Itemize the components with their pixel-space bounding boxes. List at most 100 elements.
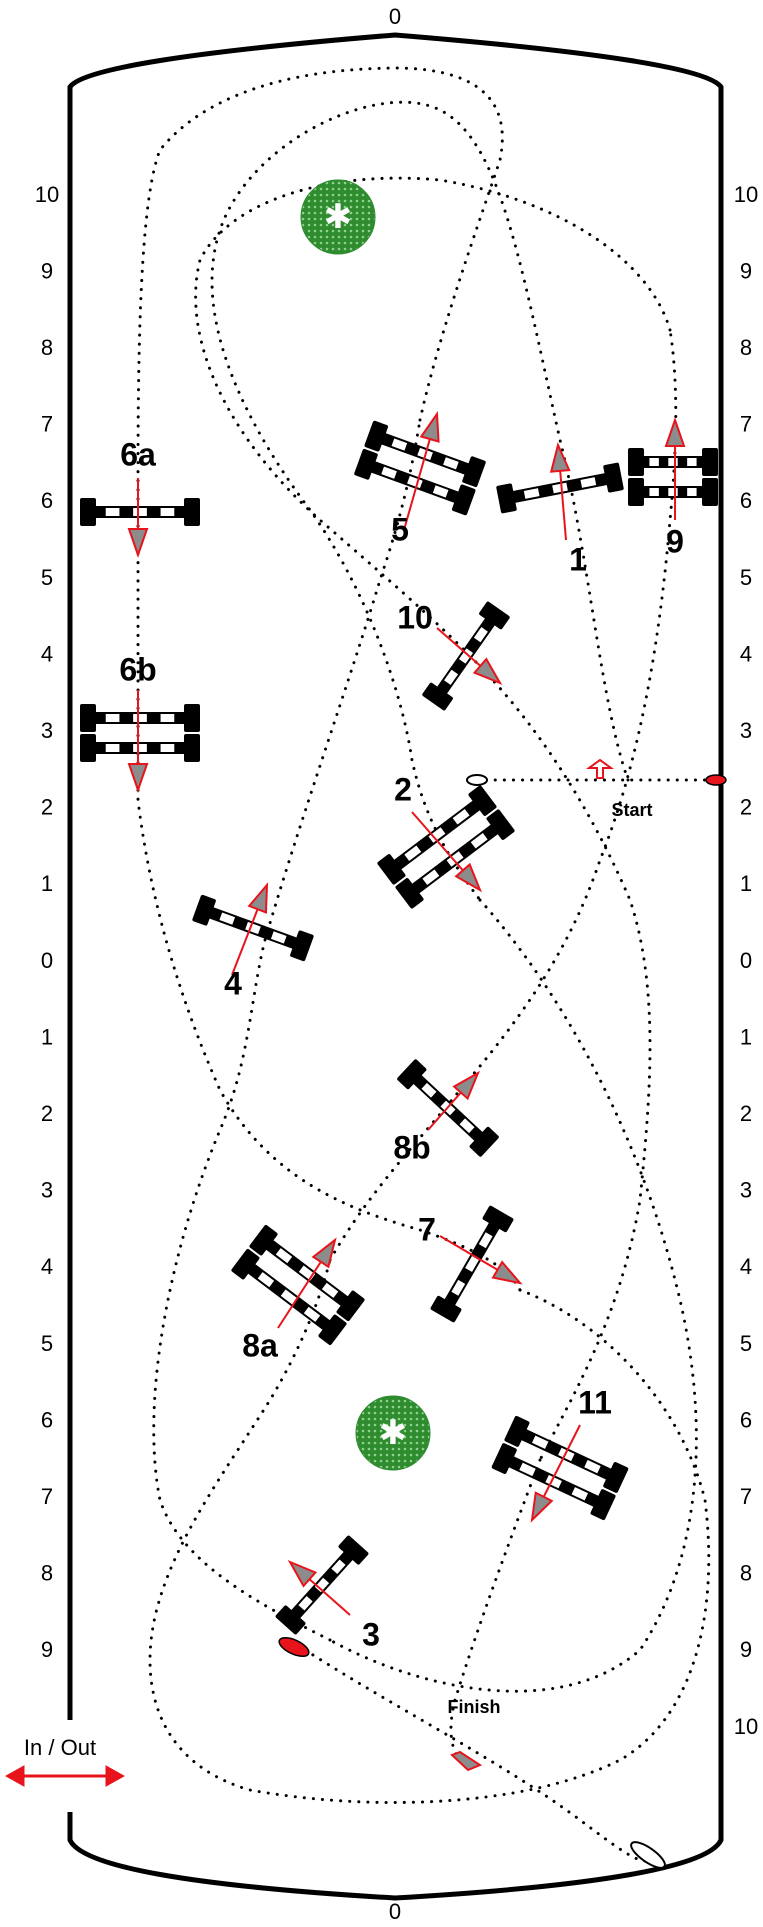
- obstacle-number-label: 7: [418, 1211, 436, 1247]
- right-scale-number: 4: [740, 1254, 752, 1279]
- direction-arrow: [549, 441, 571, 541]
- jump-rails: [80, 498, 200, 526]
- obstacle-10: 10: [397, 599, 510, 711]
- left-scale-number: 6: [41, 1407, 53, 1432]
- finish-marker: Finish: [278, 1636, 666, 1869]
- obstacle-number-label: 6a: [120, 436, 156, 472]
- tree-icon: ✱: [300, 179, 376, 255]
- direction-arrow: [127, 478, 149, 559]
- right-scale-number: 9: [740, 1637, 752, 1662]
- right-scale-number: 10: [734, 182, 758, 207]
- left-scale-number: 5: [41, 565, 53, 590]
- jump-rails: [496, 462, 624, 514]
- left-scale-number: 2: [41, 795, 53, 820]
- left-scale-number: 0: [41, 948, 53, 973]
- start-label: Start: [611, 800, 652, 820]
- direction-arrow: [277, 1237, 337, 1329]
- jump-rails: [430, 1205, 514, 1323]
- obstacle-number-label: 11: [578, 1384, 612, 1420]
- right-scale-number: 2: [740, 1101, 752, 1126]
- svg-text:✱: ✱: [324, 198, 353, 236]
- obstacle-number-label: 9: [666, 523, 684, 559]
- obstacle-number-label: 10: [397, 599, 433, 635]
- left-scale-number: 5: [41, 1331, 53, 1356]
- direction-arrow: [530, 1424, 581, 1523]
- finish-label: Finish: [448, 1697, 501, 1717]
- obstacle-6a: 6a: [80, 436, 200, 559]
- jump-rails: [422, 601, 510, 711]
- obstacle-8b: 8b: [393, 1059, 499, 1165]
- in-out-marker: In / Out: [4, 1735, 126, 1787]
- obstacle-4: 4: [192, 882, 314, 1001]
- obstacle-number-label: 1: [569, 541, 587, 577]
- left-scale-number: 4: [41, 1254, 53, 1279]
- left-scale-number: 9: [41, 1637, 53, 1662]
- obstacle-11: 11: [491, 1384, 629, 1523]
- right-scale-number: 1: [740, 871, 752, 896]
- direction-arrow: [411, 811, 483, 893]
- direction-arrow: [664, 416, 686, 520]
- jump-rails: [354, 420, 486, 516]
- right-scale-number: 6: [740, 488, 752, 513]
- jump-rails: [491, 1415, 629, 1521]
- arena-outline: [67, 32, 724, 1901]
- left-scale-number: 10: [35, 182, 59, 207]
- left-scale-number: 7: [41, 1484, 53, 1509]
- left-scale-number: 3: [41, 1178, 53, 1203]
- left-scale-number: 8: [41, 1561, 53, 1586]
- right-scale-number: 10: [734, 1714, 758, 1739]
- obstacle-5: 5: [354, 411, 486, 547]
- tree-icon: ✱: [355, 1395, 431, 1471]
- right-scale-number: 8: [740, 1561, 752, 1586]
- right-scale-number: 0: [740, 948, 752, 973]
- left-scale-number: 1: [41, 871, 53, 896]
- right-scale-number: 5: [740, 565, 752, 590]
- obstacle-8a: 8a: [231, 1225, 365, 1363]
- left-scale-number: 3: [41, 718, 53, 743]
- right-scale-number: 7: [740, 1484, 752, 1509]
- jump-rails: [80, 704, 200, 762]
- left-scale-number: 9: [41, 258, 53, 283]
- direction-arrow: [436, 627, 503, 686]
- obstacle-3: 3: [275, 1535, 380, 1652]
- obstacle-number-label: 5: [391, 511, 409, 547]
- right-scale-number: 8: [740, 335, 752, 360]
- jump-rails: [192, 894, 314, 962]
- obstacle-number-label: 4: [224, 965, 242, 1001]
- left-scale-number: 1: [41, 1024, 53, 1049]
- svg-text:✱: ✱: [379, 1414, 408, 1452]
- top-zero-label: 0: [389, 4, 401, 29]
- obstacle-number-label: 8b: [393, 1129, 430, 1165]
- left-scale-number: 2: [41, 1101, 53, 1126]
- direction-arrow: [231, 882, 269, 976]
- left-scale-number: 8: [41, 335, 53, 360]
- right-scale-number: 5: [740, 1331, 752, 1356]
- double-arrow-icon: [4, 1765, 126, 1787]
- obstacle-number-label: 8a: [242, 1327, 278, 1363]
- direction-arrow: [127, 690, 149, 794]
- right-scale-number: 3: [740, 718, 752, 743]
- direction-arrow: [439, 1235, 523, 1285]
- direction-arrow: [427, 1070, 481, 1131]
- obstacle-1: 1: [496, 441, 624, 577]
- obstacles-layer: 1 2 3 4 5 6a 6b 7 8a 8b 9 10 11: [80, 411, 718, 1652]
- jump-rails: [628, 448, 718, 506]
- in-out-label: In / Out: [24, 1735, 96, 1760]
- jump-rails: [377, 785, 515, 909]
- left-scale-number: 4: [41, 641, 53, 666]
- right-scale-number: 2: [740, 795, 752, 820]
- right-scale-number: 9: [740, 258, 752, 283]
- obstacle-6b: 6b: [80, 651, 200, 794]
- obstacle-number-label: 2: [394, 771, 412, 807]
- right-scale-number: 4: [740, 641, 752, 666]
- obstacle-number-label: 3: [362, 1616, 380, 1652]
- right-scale-number: 7: [740, 412, 752, 437]
- obstacle-9: 9: [628, 416, 718, 559]
- left-scale-number: 7: [41, 412, 53, 437]
- right-scale-number: 6: [740, 1407, 752, 1432]
- right-scale-number: 3: [740, 1178, 752, 1203]
- right-scale-number: 1: [740, 1024, 752, 1049]
